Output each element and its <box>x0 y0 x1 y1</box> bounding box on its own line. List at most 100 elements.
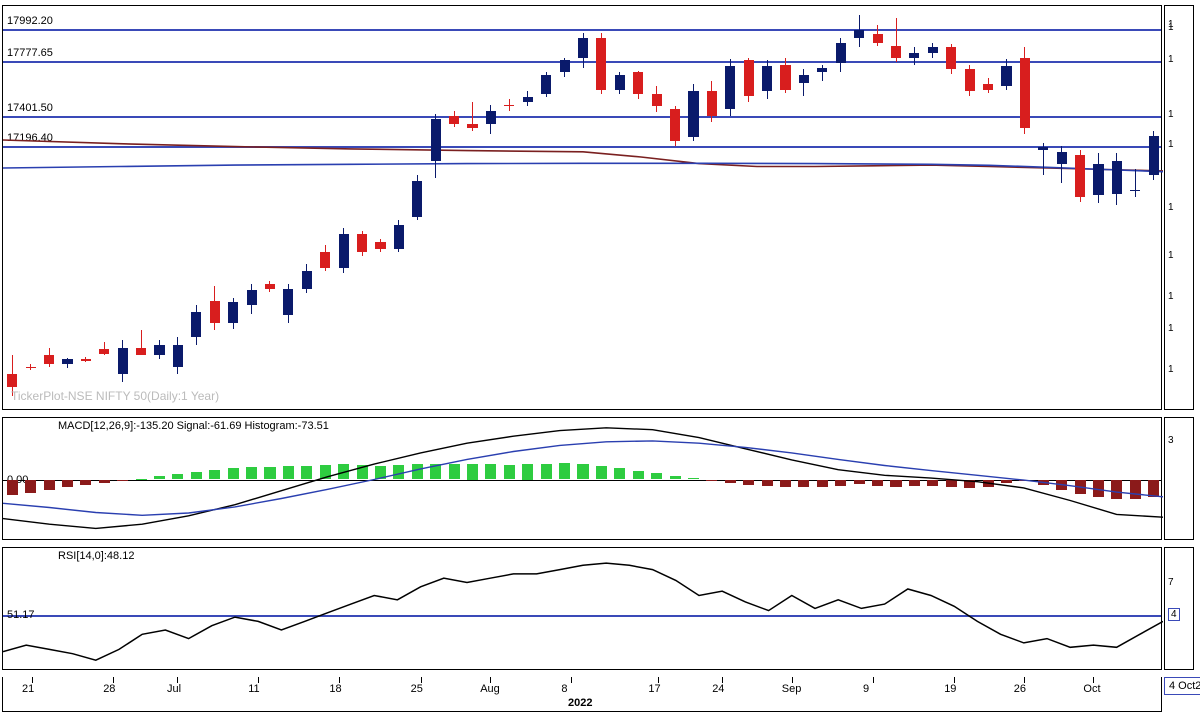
time-label: 17 <box>648 683 660 695</box>
candle-wick <box>1135 169 1136 197</box>
candle-body <box>541 75 551 94</box>
macd-panel: MACD[12,26,9]:-135.20 Signal:-61.69 Hist… <box>2 417 1162 540</box>
candle-body <box>688 91 698 137</box>
candle-body <box>154 345 164 355</box>
candle-body <box>523 97 533 101</box>
candle-body <box>1020 58 1030 129</box>
candle-body <box>210 301 220 323</box>
candle-body <box>1057 152 1067 164</box>
candle-body <box>486 111 496 124</box>
candle-body <box>375 242 385 249</box>
candle-body <box>1149 136 1159 176</box>
candle-body <box>62 359 72 363</box>
axis-tick: 7 <box>1168 577 1174 588</box>
time-label: Oct <box>1083 683 1100 695</box>
time-label: 24 <box>712 683 724 695</box>
candle-body <box>836 43 846 64</box>
axis-tick: 1 <box>1168 202 1174 213</box>
candle-body <box>412 181 422 216</box>
candle-body <box>44 355 54 364</box>
time-label: 25 <box>411 683 423 695</box>
candle-wick <box>803 69 804 96</box>
candle-body <box>615 75 625 90</box>
axis-tick: 1 <box>1168 364 1174 375</box>
candle-body <box>1075 155 1085 198</box>
candle-body <box>449 116 459 123</box>
candle-body <box>596 38 606 90</box>
candle-body <box>26 367 36 368</box>
candle-body <box>633 72 643 94</box>
candle-body <box>854 30 864 39</box>
time-label: 28 <box>103 683 115 695</box>
axis-tick: 1 <box>1168 139 1174 150</box>
candle-body <box>707 91 717 116</box>
candle-body <box>1130 190 1140 191</box>
candle-body <box>173 345 183 367</box>
candle-body <box>136 348 146 355</box>
candle-body <box>283 289 293 316</box>
candle-body <box>1112 161 1122 195</box>
rsi-panel: RSI[14,0]:48.1251.17 <box>2 547 1162 670</box>
candle-body <box>744 60 754 95</box>
candle-body <box>762 66 772 91</box>
time-tick <box>571 677 572 683</box>
candle-body <box>118 348 128 375</box>
date-box: 4 Oct2022 <box>1164 677 1200 695</box>
time-axis: 21 28 Jul 11 18 25 Aug 8 17 24 Sep 9 19 26 Oct 2022 <box>2 677 1162 712</box>
time-label: 21 <box>22 683 34 695</box>
candle-body <box>320 252 330 268</box>
time-label: 8 <box>561 683 567 695</box>
candle-body <box>191 312 201 337</box>
time-tick <box>873 677 874 683</box>
candle-body <box>780 65 790 90</box>
time-label: Aug <box>480 683 500 695</box>
candle-body <box>909 53 919 57</box>
candle-body <box>965 69 975 91</box>
candle-body <box>578 38 588 57</box>
candle-body <box>302 271 312 289</box>
candle-body <box>81 359 91 360</box>
axis-tick: 1 <box>1168 109 1174 120</box>
candle-body <box>99 349 109 353</box>
candle-body <box>357 234 367 252</box>
candle-body <box>873 34 883 43</box>
time-label: 19 <box>944 683 956 695</box>
candle-body <box>247 290 257 305</box>
candle-body <box>560 60 570 72</box>
candle-body <box>725 66 735 109</box>
candle-body <box>799 75 809 82</box>
candle-body <box>339 234 349 268</box>
time-label: 9 <box>863 683 869 695</box>
candle-body <box>431 119 441 160</box>
candle-body <box>928 47 938 53</box>
price-panel: 17992.2017777.6517401.5017196.40TickerPl… <box>2 5 1162 410</box>
candle-body <box>891 46 901 58</box>
time-label: 26 <box>1014 683 1026 695</box>
candle-body <box>1093 164 1103 195</box>
candle-body <box>1001 66 1011 85</box>
rsi-overlay <box>3 548 1163 671</box>
axis-tick: 1 <box>1168 54 1174 65</box>
candle-body <box>946 47 956 69</box>
time-year: 2022 <box>568 697 592 709</box>
candle-body <box>983 84 993 90</box>
candle-body <box>467 124 477 128</box>
candle-body <box>670 109 680 141</box>
macd-overlay <box>3 418 1163 541</box>
time-label: Sep <box>782 683 802 695</box>
candle-body <box>817 68 827 72</box>
candle-body <box>504 105 514 106</box>
axis-tick: 1 <box>1168 19 1174 30</box>
candle-body <box>228 302 238 323</box>
time-label: Jul <box>167 683 181 695</box>
candle-body <box>7 374 17 387</box>
watermark: TickerPlot-NSE NIFTY 50(Daily:1 Year) <box>11 389 219 403</box>
axis-tick: 1 <box>1168 250 1174 261</box>
time-label: 18 <box>329 683 341 695</box>
time-label: 11 <box>248 683 259 695</box>
axis-tick: 1 <box>1168 323 1174 334</box>
candle-body <box>1038 147 1048 150</box>
candle-body <box>265 284 275 288</box>
axis-tick: 3 <box>1168 435 1174 446</box>
candle-body <box>394 225 404 249</box>
